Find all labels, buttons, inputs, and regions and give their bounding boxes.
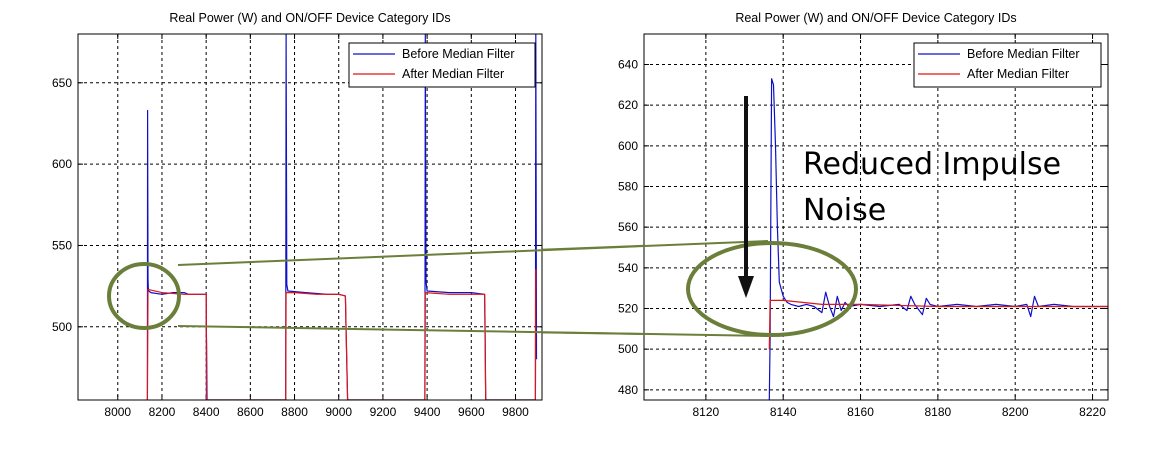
x-tick-label: 8800 <box>281 405 308 419</box>
y-tick-label: 600 <box>52 157 72 171</box>
highlight-ellipse-left <box>107 262 181 330</box>
x-tick-label: 8200 <box>1002 405 1029 419</box>
y-tick-label: 500 <box>618 342 638 356</box>
legend-label: After Median Filter <box>967 67 1069 81</box>
legend-label: After Median Filter <box>402 67 504 81</box>
right-chart: 8120 8140 8160 8180 8200 8220 480 500 520 540 560 5… <box>618 11 1109 419</box>
x-tick-label: 9000 <box>325 405 352 419</box>
connector-line-bottom <box>177 325 769 337</box>
x-tick-label: 8220 <box>1079 405 1106 419</box>
y-tick-label: 540 <box>618 261 638 275</box>
connector-line-top <box>177 240 769 266</box>
y-tick-label: 580 <box>618 180 638 194</box>
x-tick-label: 9600 <box>458 405 485 419</box>
y-tick-label: 480 <box>618 383 638 397</box>
x-tick-label: 8000 <box>104 405 131 419</box>
plot-background <box>644 34 1108 400</box>
x-tick-label: 9800 <box>502 405 529 419</box>
y-tick-label: 620 <box>618 98 638 112</box>
series-line-before <box>146 34 538 400</box>
x-tick-label: 9200 <box>370 405 397 419</box>
axes-frame <box>77 33 543 401</box>
y-tick-label: 650 <box>52 76 72 90</box>
y-tick-label: 640 <box>618 58 638 72</box>
series-line-after <box>146 269 537 400</box>
y-tick-label: 560 <box>618 220 638 234</box>
series-line-after <box>768 299 1108 350</box>
x-tick-label: 8600 <box>237 405 264 419</box>
x-tick-label: 8200 <box>149 405 176 419</box>
y-tick-label: 520 <box>618 302 638 316</box>
axes-frame <box>643 33 1109 401</box>
x-tick-label: 8140 <box>770 405 797 419</box>
chart-title: Real Power (W) and ON/OFF Device Categor… <box>735 11 1016 25</box>
x-tick-label: 8400 <box>193 405 220 419</box>
annotation-text: Reduced Impulse Noise <box>803 147 1062 228</box>
highlight-ellipse-right <box>686 241 858 337</box>
arrow-head <box>738 276 754 298</box>
y-tick-label: 550 <box>52 238 72 252</box>
legend-box <box>913 42 1102 88</box>
y-tick-label: 500 <box>52 320 72 334</box>
legend-label: Before Median Filter <box>402 47 515 61</box>
x-tick-label: 8180 <box>925 405 952 419</box>
left-chart: 8000 8200 8400 8600 8800 9000 9200 9400 9600 9800… <box>52 11 543 419</box>
legend-label: Before Median Filter <box>967 47 1080 61</box>
annotation-overlay <box>107 96 858 337</box>
x-tick-label: 8120 <box>693 405 720 419</box>
x-tick-label: 8160 <box>847 405 874 419</box>
x-tick-label: 9400 <box>414 405 441 419</box>
legend-box <box>348 42 536 88</box>
y-tick-label: 600 <box>618 139 638 153</box>
plot-background <box>78 34 542 400</box>
chart-title: Real Power (W) and ON/OFF Device Categor… <box>169 11 450 25</box>
